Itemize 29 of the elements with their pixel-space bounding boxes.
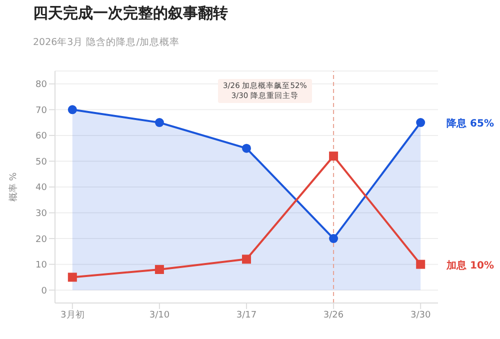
x-tick-label: 3/30 xyxy=(410,310,431,320)
point xyxy=(416,260,426,269)
y-tick-label: 30 xyxy=(36,208,48,219)
x-tick-label: 3月初 xyxy=(60,309,84,320)
point xyxy=(154,264,164,274)
y-tick-label: 60 xyxy=(36,132,48,142)
point xyxy=(416,118,426,128)
point xyxy=(329,234,338,244)
y-tick-label: 40 xyxy=(36,183,48,194)
point xyxy=(242,254,251,264)
text: 降息 65% xyxy=(446,118,494,130)
y-tick-label: 10 xyxy=(36,260,48,271)
y-axis-title: 概率 % xyxy=(8,172,20,202)
x-tick-label: 3/17 xyxy=(236,310,257,320)
y-tick-label: 80 xyxy=(36,80,48,90)
point xyxy=(242,144,251,153)
point xyxy=(68,272,77,282)
x-tick-label: 3/26 xyxy=(323,310,344,320)
chart-subtitle: 2026年3月 隐含的降息/加息概率 xyxy=(33,36,180,49)
point xyxy=(68,105,77,114)
point xyxy=(329,152,338,161)
y-tick-label: 0 xyxy=(41,286,48,296)
point xyxy=(154,118,164,128)
chart-title: 四天完成一次完整的叙事翻转 xyxy=(33,4,228,23)
y-tick-label: 70 xyxy=(36,106,48,116)
x-tick-label: 3/10 xyxy=(149,310,170,320)
text: 加息 10% xyxy=(446,260,494,272)
y-tick-label: 20 xyxy=(36,234,48,245)
y-tick-label: 50 xyxy=(36,157,48,168)
